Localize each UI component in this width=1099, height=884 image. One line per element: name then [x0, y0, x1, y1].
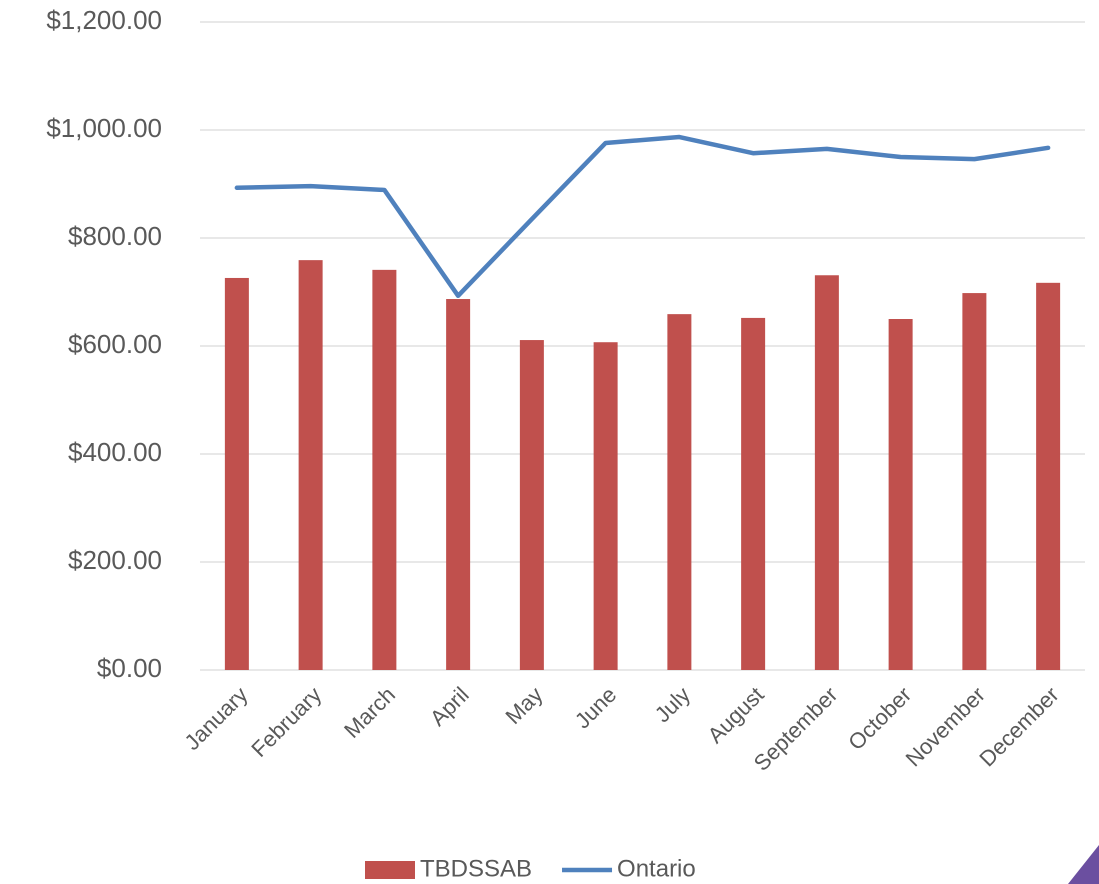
x-tick-label: June: [570, 682, 621, 733]
legend-label: Ontario: [617, 855, 696, 882]
bar: [519, 340, 544, 670]
y-tick-label: $800.00: [68, 221, 162, 251]
bar: [667, 314, 692, 670]
y-tick-label: $0.00: [97, 653, 162, 683]
x-tick-label: July: [650, 682, 695, 727]
x-tick-label: November: [901, 682, 990, 771]
x-tick-label: February: [246, 682, 326, 762]
bar: [593, 342, 618, 670]
x-tick-label: April: [425, 682, 474, 731]
x-tick-label: March: [339, 682, 400, 743]
x-tick-label: October: [843, 682, 916, 755]
x-tick-label: May: [500, 682, 547, 729]
bar: [298, 260, 323, 670]
x-tick-label: August: [703, 682, 769, 748]
bar: [888, 319, 913, 670]
y-tick-label: $1,000.00: [46, 113, 162, 143]
corner-decoration: [1068, 845, 1099, 884]
legend-label: TBDSSAB: [420, 855, 532, 882]
y-tick-label: $600.00: [68, 329, 162, 359]
y-tick-label: $400.00: [68, 437, 162, 467]
line: [234, 134, 1051, 299]
bar: [1036, 282, 1061, 670]
bar: [446, 299, 471, 670]
bar: [814, 275, 839, 670]
x-tick-label: December: [974, 682, 1063, 771]
legend-swatch: [365, 861, 415, 879]
bar: [224, 277, 249, 670]
x-tick-label: January: [179, 682, 252, 755]
bar: [741, 317, 766, 670]
y-tick-label: $200.00: [68, 545, 162, 575]
y-tick-label: $1,200.00: [46, 5, 162, 35]
bar: [962, 293, 987, 670]
bar: [372, 269, 397, 670]
